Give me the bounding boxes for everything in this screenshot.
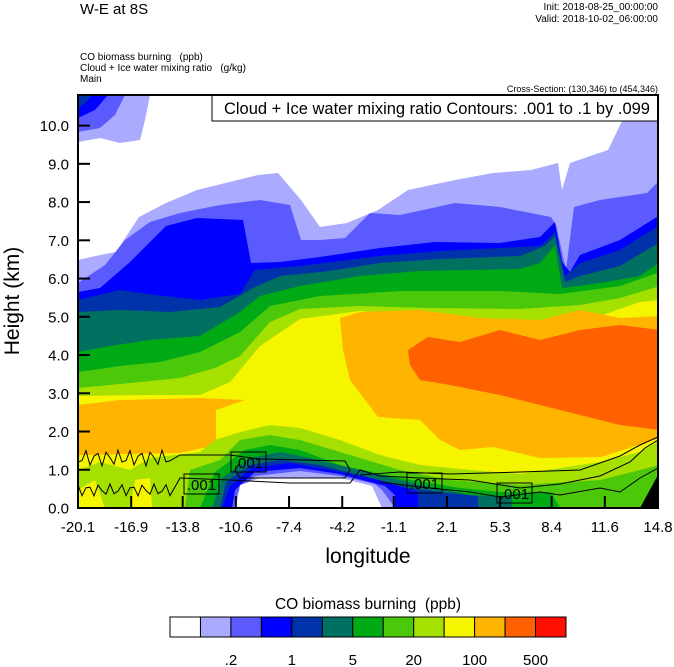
contour-label-box (406, 472, 443, 494)
y-tick-label: 5.0 (48, 309, 69, 326)
x-tick-label: -20.1 (61, 519, 95, 536)
y-tick-label: 8.0 (48, 195, 69, 212)
contour-line (379, 467, 658, 498)
y-axis-label: Height (km) (1, 247, 24, 356)
x-tick-label: -10.6 (219, 519, 253, 536)
contour-line (359, 436, 658, 476)
contour-label: .001 (500, 486, 529, 503)
y-tick-label: 10.0 (40, 118, 69, 135)
y-tick-label: 7.0 (48, 233, 69, 250)
y-tick-label: 1.0 (48, 462, 69, 479)
contour-band-9 (130, 478, 152, 508)
init-time: Init: 2018-08-25_00:00:00 (543, 2, 658, 13)
contour-band-11 (408, 325, 658, 430)
x-tick-label: 11.6 (591, 519, 619, 536)
contour-band-0 (236, 478, 382, 508)
x-tick-label: 14.8 (643, 519, 672, 536)
colorbar-box (535, 616, 567, 638)
colorbar-box (474, 616, 506, 638)
colorbar-box (321, 616, 354, 638)
colorbar-box (352, 616, 384, 638)
colorbar-label: 1 (288, 652, 296, 667)
plot-frame (77, 94, 659, 509)
colorbar-label: 20 (405, 652, 422, 667)
colorbar-box (260, 616, 293, 638)
y-tick-label: 2.0 (48, 424, 69, 441)
colorbar: .2 1 5 20 100 500 (169, 616, 567, 667)
valid-time: Valid: 2018-10-02_06:00:00 (535, 14, 658, 25)
contour-label: .001 (410, 476, 439, 493)
colorbar-box (504, 616, 537, 638)
x-axis: -20.1 -16.9 -13.8 -10.6 -7.4 -4.2 -1.1 2.1 5.3 8.… (61, 496, 673, 536)
cross-section-label: Cross-Section: (130,346) to (454,346) (507, 84, 658, 94)
y-tick-label: 0.0 (48, 501, 69, 518)
contour-labels: .001 .001 .001 .001 (183, 451, 533, 504)
colorbar-box (199, 616, 232, 638)
colorbar-box (413, 616, 445, 638)
contour-label: .001 (234, 455, 263, 472)
x-tick-label: -7.4 (276, 519, 302, 536)
colorbar-label: 500 (523, 652, 548, 667)
field-label-main: Main (80, 74, 102, 85)
contour-band-9 (78, 480, 105, 508)
cloud-contour-lines (78, 436, 658, 498)
x-tick-label: -16.9 (114, 519, 148, 536)
y-tick-label: 3.0 (48, 386, 69, 403)
filled-contours (78, 95, 658, 508)
colorbar-box (169, 616, 201, 638)
contour-line (78, 439, 658, 498)
contour-label: .001 (187, 477, 216, 494)
colorbar-label: 100 (462, 652, 487, 667)
y-tick-label: 6.0 (48, 271, 69, 288)
colorbar-box (291, 616, 323, 638)
x-tick-label: -13.8 (166, 519, 200, 536)
field-label-cloud: Cloud + Ice water mixing ratio (g/kg) (80, 63, 246, 74)
contour-label-box (183, 473, 220, 495)
x-tick-label: -4.2 (329, 519, 355, 536)
y-tick-label: 9.0 (48, 156, 69, 173)
x-tick-label: 2.1 (437, 519, 458, 536)
contour-label-box (496, 482, 533, 504)
overlay-legend-text: Cloud + Ice water mixing ratio Contours:… (224, 100, 650, 118)
colorbar-box (230, 616, 262, 638)
colorbar-label: 5 (349, 652, 357, 667)
contour-line (78, 448, 351, 479)
terrain-mask (640, 475, 658, 508)
colorbar-box (382, 616, 415, 638)
colorbar-box (443, 616, 476, 638)
x-tick-label: 8.4 (541, 519, 562, 536)
x-tick-label: -1.1 (381, 519, 407, 536)
field-label-co: CO biomass burning (ppb) (80, 52, 203, 63)
x-tick-label: 5.3 (490, 519, 511, 536)
contour-label-box (230, 451, 267, 473)
y-axis: 0.0 1.0 2.0 3.0 4.0 5.0 6.0 7.0 8.0 9.0 10.0 (40, 118, 90, 518)
colorbar-title: CO biomass burning (ppb) (275, 596, 461, 613)
main-title: W-E at 8S (80, 1, 148, 18)
contour-band-10 (78, 398, 245, 455)
contour-band-4 (78, 95, 92, 108)
y-tick-label: 4.0 (48, 348, 69, 365)
colorbar-label: .2 (225, 652, 238, 667)
x-axis-label: longitude (325, 545, 410, 568)
